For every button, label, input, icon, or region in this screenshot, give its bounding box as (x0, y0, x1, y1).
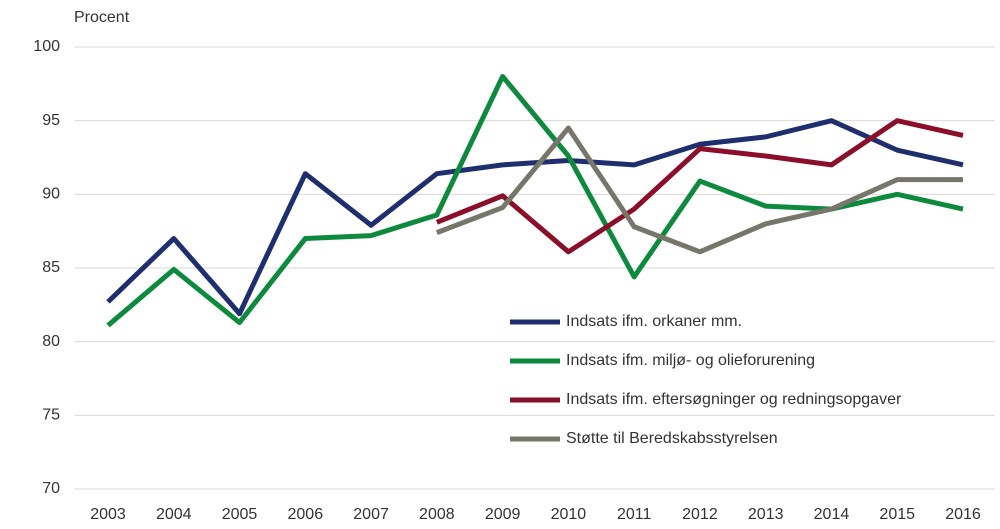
x-tick-label: 2016 (945, 506, 981, 523)
x-tick-label: 2005 (222, 506, 258, 523)
x-tick-label: 2003 (90, 506, 126, 523)
x-tick-label: 2011 (617, 506, 652, 523)
y-tick-label: 100 (33, 38, 60, 55)
y-tick-label: 95 (42, 112, 60, 129)
y-axis-label: Procent (74, 9, 130, 26)
y-tick-label: 85 (42, 259, 60, 276)
x-tick-label: 2010 (551, 506, 587, 523)
x-tick-label: 2007 (353, 506, 389, 523)
y-tick-label: 90 (42, 186, 60, 203)
y-tick-label: 75 (42, 407, 60, 424)
legend-label: Støtte til Beredskabsstyrelsen (566, 430, 778, 447)
x-tick-label: 2009 (485, 506, 521, 523)
series-line (435, 125, 963, 255)
legend-label: Indsats ifm. miljø- og olieforurening (566, 352, 815, 369)
x-tick-label: 2004 (156, 506, 192, 523)
x-tick-label: 2012 (682, 506, 718, 523)
series-line (106, 118, 964, 317)
x-tick-label: 2013 (748, 506, 784, 523)
x-tick-label: 2015 (879, 506, 915, 523)
x-tick-label: 2014 (814, 506, 850, 523)
y-tick-label: 70 (42, 480, 60, 497)
y-tick-label: 80 (42, 333, 60, 350)
x-tick-label: 2006 (288, 506, 324, 523)
legend-label: Indsats ifm. orkaner mm. (566, 313, 742, 330)
series-line (435, 118, 964, 255)
series-line (106, 73, 964, 328)
x-tick-label: 2008 (419, 506, 455, 523)
legend-label: Indsats ifm. eftersøgninger og redningso… (566, 391, 902, 408)
